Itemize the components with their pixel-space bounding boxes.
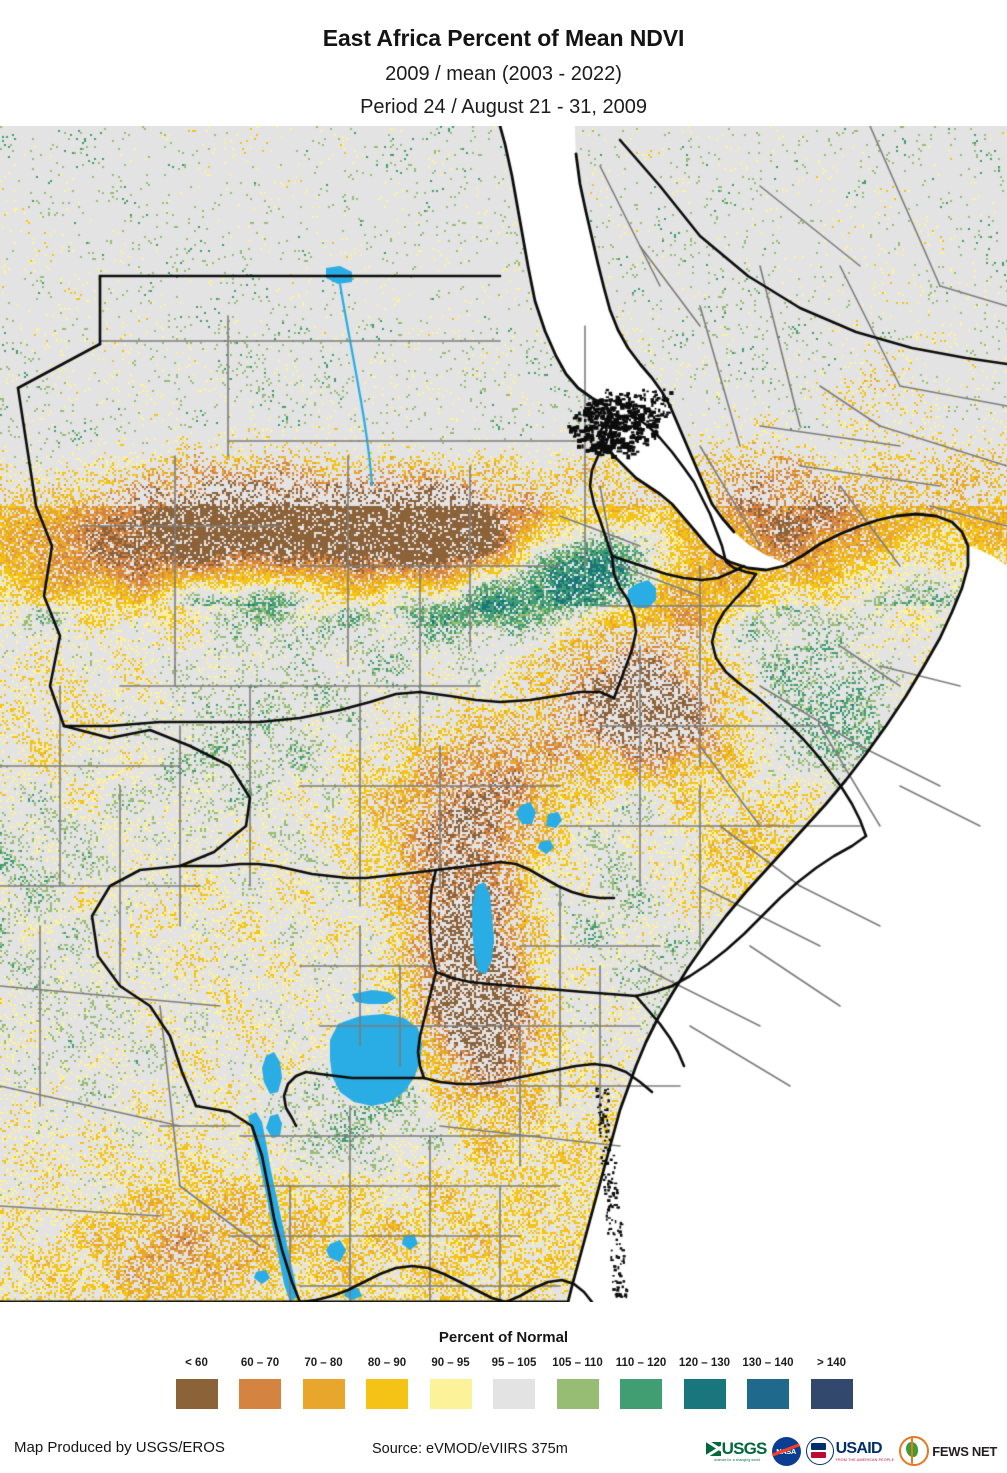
usgs-logo-row: USGS [705,1439,768,1458]
usgs-tagline: science for a changing world [714,1458,760,1462]
fews-net-logo: FEWS NET [899,1436,997,1466]
ndvi-map-canvas [0,126,1007,1302]
usaid-logo: USAID FROM THE AMERICAN PEOPLE [805,1436,895,1466]
legend-item-swatch [683,1378,726,1409]
legend-title: Percent of Normal [438,1329,569,1346]
legend-item: 80 – 90 [359,1357,416,1409]
usaid-wordmark: USAID [835,1439,883,1457]
legend-item-swatch [239,1378,281,1409]
legend-item-swatch [493,1378,535,1409]
legend-item-label: 70 – 80 [304,1357,343,1369]
footer-source: Source: eVMOD/eVIIRS 375m [372,1441,568,1457]
footer: Map Produced by USGS/EROS Source: eVMOD/… [0,1430,1007,1473]
legend-item-label: < 60 [185,1357,208,1369]
legend-item-swatch [556,1378,599,1409]
fews-wordmark: FEWS NET [932,1443,997,1459]
title-block: East Africa Percent of Mean NDVI 2009 / … [0,0,1007,118]
legend-item-label: 110 – 120 [615,1357,667,1369]
legend-item-swatch [175,1378,218,1409]
usaid-tagline: FROM THE AMERICAN PEOPLE [835,1457,895,1462]
legend-item: 60 – 70 [232,1357,289,1409]
legend-item: 90 – 95 [422,1357,479,1409]
usgs-wordmark: USGS [721,1439,768,1458]
legend-item-label: 120 – 130 [678,1357,731,1369]
legend-item-label: 60 – 70 [240,1357,280,1369]
legend-item-swatch [620,1378,662,1409]
legend-item-label: 105 – 110 [552,1357,603,1369]
map-figure [0,126,1007,1302]
legend-item-label: 130 – 140 [742,1357,794,1369]
usgs-wave-icon [705,1441,721,1456]
usaid-seal-icon [805,1437,834,1465]
legend-item-label: > 140 [816,1357,847,1369]
legend-item-swatch [747,1378,789,1409]
legend-item: 110 – 120 [613,1357,670,1409]
footer-credit: Map Produced by USGS/EROS [14,1439,225,1456]
legend-item: 120 – 130 [676,1357,733,1409]
map-subtitle: 2009 / mean (2003 - 2022) [385,63,622,85]
legend-items: < 60 60 – 70 70 – 80 80 – 90 90 – 95 95 – 105… [168,1357,860,1409]
legend-item: 105 – 110 [549,1357,606,1409]
legend-item: > 140 [803,1357,860,1409]
usgs-logo: USGS science for a changing world [705,1436,768,1466]
footer-logos: USGS science for a changing world NASA U… [705,1434,997,1468]
usaid-wordwrap: USAID FROM THE AMERICAN PEOPLE [835,1439,895,1462]
legend-item: 130 – 140 [740,1357,797,1409]
legend-item-swatch [429,1378,472,1409]
legend-item: 95 – 105 [486,1357,543,1409]
page-title: East Africa Percent of Mean NDVI [322,25,685,51]
legend-item-swatch [366,1378,408,1409]
legend-item-label: 80 – 90 [367,1357,407,1369]
legend-item: 70 – 80 [295,1357,352,1409]
legend-item-label: 90 – 95 [431,1357,470,1369]
legend-item: < 60 [168,1357,225,1409]
legend-item-swatch [810,1378,853,1409]
nasa-logo: NASA [771,1436,801,1466]
fews-globe-icon [899,1436,930,1466]
legend-item-label: 95 – 105 [491,1357,537,1369]
legend: Percent of Normal < 60 60 – 70 70 – 80 80 –… [0,1329,1007,1409]
map-period-label: Period 24 / August 21 - 31, 2009 [360,96,647,118]
legend-item-swatch [302,1378,345,1409]
